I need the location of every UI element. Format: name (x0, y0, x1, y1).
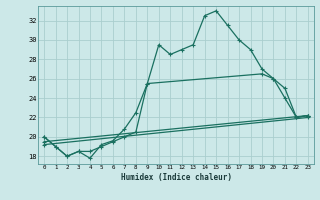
X-axis label: Humidex (Indice chaleur): Humidex (Indice chaleur) (121, 173, 231, 182)
